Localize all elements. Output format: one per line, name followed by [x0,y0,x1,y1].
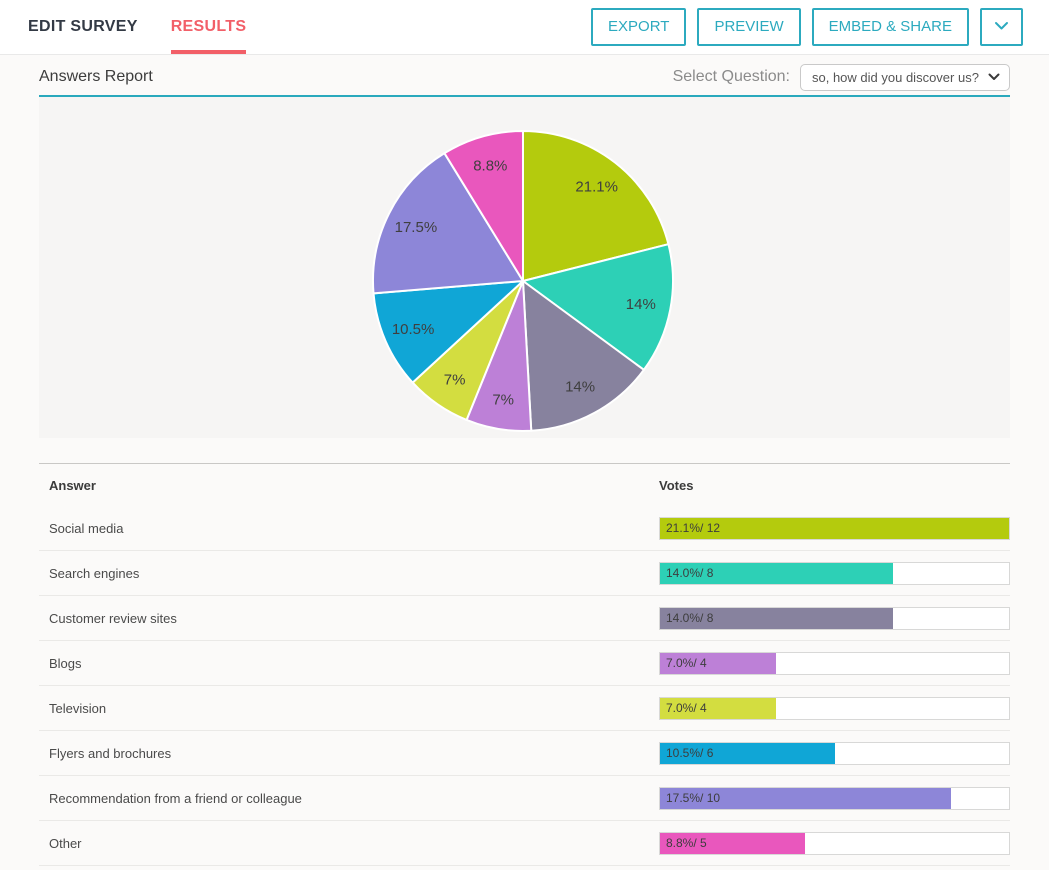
chevron-down-icon [994,18,1009,36]
chart-panel: 21.1% 14% 14% 7% 7% 10.5% 17.5% 8.8% [39,97,1010,438]
votes-bar-track: 17.5%/ 10 [659,786,1010,810]
votes-cell: 14.0%/ 8 [659,561,1010,585]
more-actions-button[interactable] [980,8,1023,46]
pie-slice-label: 10.5% [392,321,435,338]
pie-slice-label: 14% [565,379,595,396]
report-bar: Answers Report Select Question: so, how … [0,55,1049,95]
table-row: Customer review sites 14.0%/ 8 [39,596,1010,641]
votes-cell: 14.0%/ 8 [659,606,1010,630]
table-row: Flyers and brochures 10.5%/ 6 [39,731,1010,776]
page-title: Answers Report [39,68,153,85]
pie-slice-label: 7% [492,391,514,408]
tab-results[interactable]: RESULTS [170,0,247,54]
votes-bar-label: 21.1%/ 12 [666,520,721,535]
answer-label: Television [49,700,107,716]
table-row: Search engines 14.0%/ 8 [39,551,1010,596]
votes-bar-label: 14.0%/ 8 [666,565,714,580]
votes-bar-label: 17.5%/ 10 [666,790,721,805]
votes-bar-label: 7.0%/ 4 [666,700,707,715]
votes-cell: 21.1%/ 12 [659,516,1010,540]
pie-slice-label: 14% [626,296,656,313]
answer-label: Customer review sites [49,610,177,626]
column-header-answer: Answer [49,477,96,493]
votes-bar-track: 7.0%/ 4 [659,651,1010,675]
votes-bar-label: 7.0%/ 4 [666,655,707,670]
tab-edit-survey[interactable]: EDIT SURVEY [28,18,138,35]
votes-bar [660,652,777,674]
votes-bar-track: 8.8%/ 5 [659,831,1010,855]
answer-label: Social media [49,520,124,536]
table-row: Social media 21.1%/ 12 [39,506,1010,551]
column-header-votes: Votes [659,477,694,493]
question-select[interactable]: so, how did you discover us? [800,63,1010,91]
answer-label: Recommendation from a friend or colleagu… [49,790,302,806]
preview-button[interactable]: PREVIEW [697,8,801,46]
votes-bar-track: 14.0%/ 8 [659,606,1010,630]
votes-bar [660,607,893,629]
votes-bar-track: 10.5%/ 6 [659,741,1010,765]
votes-bar [660,562,893,584]
votes-bar-track: 14.0%/ 8 [659,561,1010,585]
pie-chart: 21.1% 14% 14% 7% 7% 10.5% 17.5% 8.8% [372,130,674,432]
answer-label: Blogs [49,655,82,671]
pie-slice-label: 17.5% [395,219,438,236]
votes-cell: 10.5%/ 6 [659,741,1010,765]
votes-bar [660,832,806,854]
table-row: Other 8.8%/ 5 [39,821,1010,866]
pie-slice[interactable] [522,243,674,371]
pie-slice-label: 21.1% [575,178,618,195]
header: EDIT SURVEY RESULTS EXPORT PREVIEW EMBED… [0,0,1049,55]
votes-bar [660,742,835,764]
tab-bar: EDIT SURVEY RESULTS [28,0,279,54]
divider [39,95,1010,97]
votes-bar [660,517,1009,539]
votes-bar-track: 7.0%/ 4 [659,696,1010,720]
pie-slice-label: 7% [444,372,466,389]
votes-bar-label: 14.0%/ 8 [666,610,714,625]
answer-label: Flyers and brochures [49,745,172,761]
answer-label: Search engines [49,565,140,581]
votes-cell: 7.0%/ 4 [659,696,1010,720]
results-page: Answers Report Select Question: so, how … [0,55,1049,870]
pie-slice[interactable] [522,130,670,282]
pie-slice-label: 8.8% [473,158,507,175]
select-question-label: Select Question: [672,68,790,85]
pie-slice[interactable] [372,152,524,295]
votes-cell: 7.0%/ 4 [659,651,1010,675]
header-actions: EXPORT PREVIEW EMBED & SHARE [591,0,1023,54]
table-row: Television 7.0%/ 4 [39,686,1010,731]
votes-cell: 8.8%/ 5 [659,831,1010,855]
export-button[interactable]: EXPORT [591,8,687,46]
question-select-value: so, how did you discover us? [812,69,979,85]
pie-slice[interactable] [372,280,524,384]
table-row: Recommendation from a friend or colleagu… [39,776,1010,821]
answers-table: Answer Votes Social media 21.1%/ 12 Search… [39,463,1010,866]
table-header: Answer Votes [39,464,1010,506]
votes-cell: 17.5%/ 10 [659,786,1010,810]
votes-bar [660,787,951,809]
pie-slice[interactable] [522,280,645,432]
question-picker: Select Question: so, how did you discove… [672,63,1010,91]
votes-bar-label: 8.8%/ 5 [666,835,707,850]
table-body: Social media 21.1%/ 12 Search engines 14.0%… [39,506,1010,866]
votes-bar-label: 10.5%/ 6 [666,745,714,760]
chevron-down-icon [988,73,1000,81]
pie-slice[interactable] [443,130,524,282]
votes-bar-track: 21.1%/ 12 [659,516,1010,540]
answer-label: Other [49,835,82,851]
embed-share-button[interactable]: EMBED & SHARE [811,8,969,46]
table-row: Blogs 7.0%/ 4 [39,641,1010,686]
votes-bar [660,697,777,719]
